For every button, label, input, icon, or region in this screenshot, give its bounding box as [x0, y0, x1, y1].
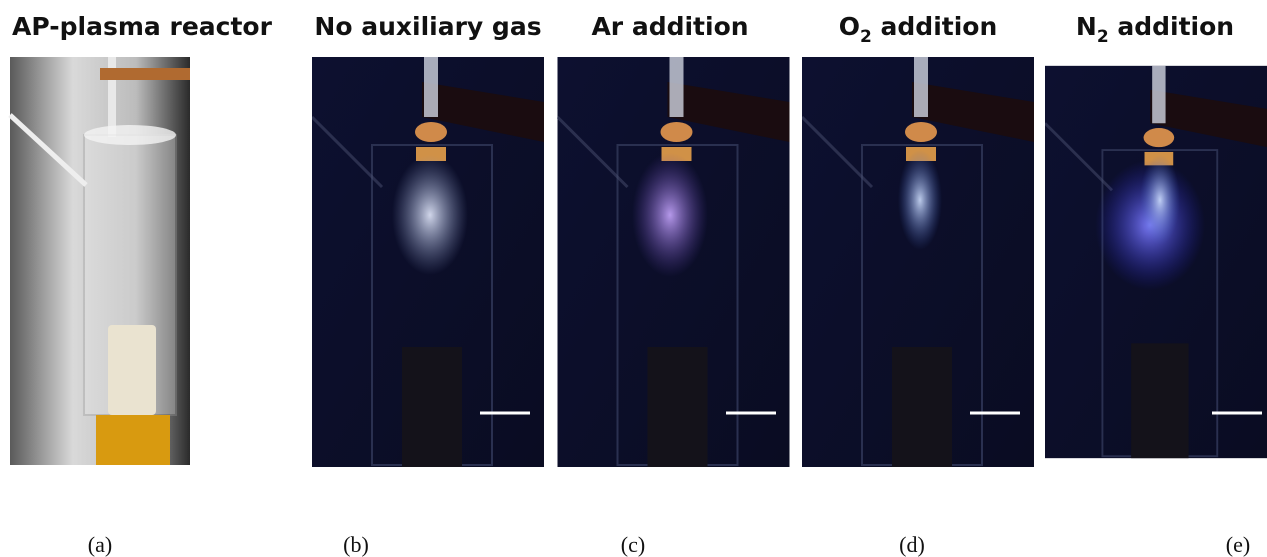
panel-title: Ar addition — [591, 12, 748, 41]
photo-n2 — [1045, 66, 1267, 458]
title-base: N — [1076, 12, 1097, 41]
title-rest: addition — [872, 12, 997, 41]
photo-no-gas — [312, 57, 544, 467]
page: AP-plasma reactor No auxiliary gas Ar ad… — [0, 0, 1267, 557]
panel-caption: (b) — [343, 532, 369, 557]
photo-ar — [558, 57, 790, 467]
panel-title: AP-plasma reactor — [12, 12, 273, 41]
title-sub: 2 — [860, 27, 872, 47]
scale-label: 1 cm — [196, 425, 255, 455]
panel-caption: (d) — [899, 532, 925, 557]
title-rest: addition — [1109, 12, 1234, 41]
panel-title: No auxiliary gas — [314, 12, 541, 41]
panel-caption: (a) — [88, 532, 112, 557]
figure: AP-plasma reactor No auxiliary gas Ar ad… — [0, 0, 1267, 557]
panel-title: N2 addition — [1076, 12, 1234, 47]
photo-o2 — [802, 57, 1034, 467]
panel-caption: (e) — [1226, 532, 1250, 557]
title-base: O — [839, 12, 860, 41]
panel-caption: (c) — [621, 532, 645, 557]
photo-reactor — [10, 57, 255, 465]
title-sub: 2 — [1097, 27, 1109, 47]
panel-title: O2 addition — [839, 12, 998, 47]
